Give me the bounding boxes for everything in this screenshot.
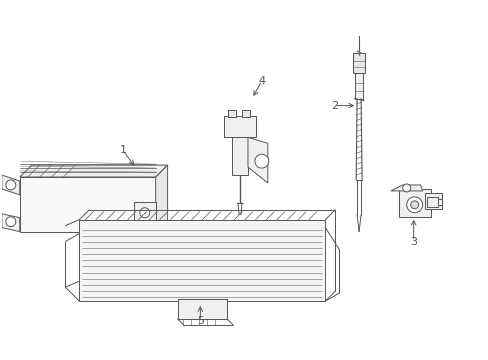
Text: 1: 1 — [119, 145, 126, 155]
Bar — [228, 109, 236, 117]
Bar — [134, 202, 155, 224]
Text: 5: 5 — [197, 316, 203, 326]
Text: 3: 3 — [409, 237, 416, 247]
Bar — [232, 133, 247, 175]
Circle shape — [254, 154, 268, 168]
Bar — [354, 73, 362, 99]
Bar — [352, 53, 365, 73]
Polygon shape — [2, 214, 20, 231]
Polygon shape — [390, 185, 422, 191]
Bar — [424, 193, 442, 209]
Bar — [79, 220, 325, 301]
Circle shape — [6, 180, 16, 190]
Bar — [426, 197, 438, 207]
Polygon shape — [2, 175, 20, 195]
Bar — [177, 299, 226, 319]
Circle shape — [410, 201, 418, 209]
Polygon shape — [20, 165, 167, 177]
Bar — [242, 109, 249, 117]
Circle shape — [406, 197, 422, 213]
Circle shape — [402, 184, 410, 192]
Polygon shape — [247, 137, 267, 183]
Text: 2: 2 — [330, 100, 337, 111]
Bar — [398, 189, 429, 217]
Circle shape — [140, 208, 149, 218]
Bar — [224, 116, 255, 137]
Circle shape — [6, 217, 16, 227]
Polygon shape — [20, 177, 155, 231]
Text: 4: 4 — [258, 76, 265, 86]
Polygon shape — [155, 165, 167, 231]
